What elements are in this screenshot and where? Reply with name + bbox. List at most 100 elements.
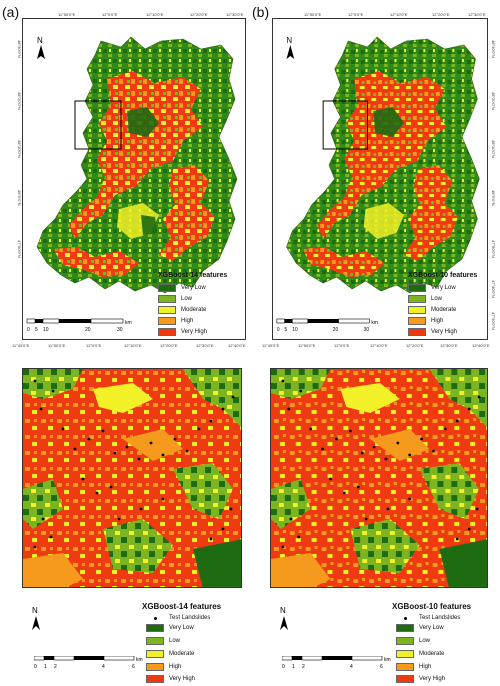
legend-bottom-very-high-b: Very High	[396, 675, 445, 683]
svg-text:N: N	[32, 606, 38, 615]
lon-bottom-a-6: 12°30'0"E	[196, 343, 214, 348]
svg-text:1: 1	[292, 664, 295, 670]
svg-text:30: 30	[364, 327, 370, 333]
zoom-extent-box-a	[74, 100, 122, 150]
lon-bottom-a-5: 12°20'0"E	[160, 343, 178, 348]
legend-high-b: High	[408, 317, 443, 325]
legend-title-bottom-b: XGBoost-10 features	[392, 602, 472, 611]
lat-a-2: 48°20'0"N	[17, 92, 22, 110]
legend-bottom-high-a: High	[146, 663, 181, 671]
lon-bottom-a-7: 12°40'0"E	[228, 343, 246, 348]
legend-title-b: XGBoost-10 features	[408, 272, 478, 279]
legend-very-low-a: Very Low	[158, 284, 206, 292]
north-arrow-a	[37, 45, 45, 59]
scale-bar-bottom-b: 0 1 2 4 6 km	[282, 656, 392, 672]
legend-low-b: Low	[408, 295, 442, 303]
svg-text:km: km	[125, 320, 132, 326]
scale-bar-a: 0 5 10 20 30 km	[26, 318, 132, 333]
lat-b-4: 48°0'0"N	[491, 190, 496, 206]
legend-very-high-b: Very High	[408, 328, 457, 336]
north-label-b: N	[287, 36, 293, 45]
legend-bottom-very-low-a: Very Low	[146, 624, 194, 632]
svg-text:5: 5	[285, 327, 288, 333]
lon-bottom-b-6: 12°30'0"E	[440, 343, 458, 348]
svg-text:1: 1	[44, 664, 47, 670]
legend-moderate-b: Moderate	[408, 306, 456, 314]
svg-text:N: N	[280, 606, 286, 615]
lon-bottom-b-1: 11°40'0"E	[262, 343, 280, 348]
lat-b-6: 47°40'0"N	[491, 280, 496, 298]
panel-letter-b: (b)	[252, 4, 270, 20]
lat-b-1: 48°30'0"N	[491, 40, 496, 58]
legend-title-a: XGBoost-14 features	[158, 272, 228, 279]
svg-text:5: 5	[35, 327, 38, 333]
legend-bottom-low-b: Low	[396, 637, 430, 645]
legend-very-low-b: Very Low	[408, 284, 456, 292]
legend-low-a: Low	[158, 295, 192, 303]
lon-top-a-5: 12°30'0"E	[226, 12, 244, 17]
panel-letter-a: (a)	[2, 4, 20, 20]
svg-text:km: km	[371, 320, 377, 326]
lon-bottom-b-3: 12°0'0"E	[334, 343, 350, 348]
lat-b-7: 47°30'0"N	[491, 312, 496, 330]
north-label-a: N	[37, 36, 43, 45]
svg-text:4: 4	[350, 664, 353, 670]
lon-bottom-a-3: 12°0'0"E	[86, 343, 102, 348]
lat-b-5: 47°50'0"N	[491, 240, 496, 258]
lon-bottom-b-7: 12°40'0"E	[472, 343, 490, 348]
legend-bottom-low-a: Low	[146, 637, 180, 645]
scale-bar-b: 0 5 10 20 30 km	[276, 318, 378, 333]
lat-b-3: 48°10'0"N	[491, 140, 496, 158]
svg-text:0: 0	[277, 327, 280, 333]
svg-text:30: 30	[117, 327, 123, 333]
svg-text:20: 20	[85, 327, 91, 333]
lon-bottom-a-4: 12°10'0"E	[124, 343, 142, 348]
lon-top-b-5: 12°30'0"E	[468, 12, 486, 17]
zoom-susceptibility-b	[271, 369, 487, 587]
legend-title-bottom-a: XGBoost-14 features	[142, 602, 222, 611]
lon-bottom-a-2: 11°50'0"E	[48, 343, 66, 348]
svg-text:km: km	[136, 657, 143, 663]
lon-top-b-2: 12°0'0"E	[348, 12, 364, 17]
lon-top-a-1: 11°50'0"E	[58, 12, 76, 17]
svg-text:20: 20	[333, 327, 339, 333]
svg-text:0: 0	[34, 664, 37, 670]
lon-bottom-b-2: 11°50'0"E	[298, 343, 316, 348]
legend-test-landslides-b: Test Landslides	[396, 614, 460, 622]
north-arrow-b	[286, 45, 295, 59]
susceptibility-map-b: N 0 5 10 20 30 km	[276, 36, 480, 333]
zoom-map-b	[270, 368, 488, 588]
legend-test-landslides-a: Test Landslides	[146, 614, 210, 622]
lat-a-1: 48°30'0"N	[17, 40, 22, 58]
test-landslide-points-a	[33, 379, 235, 549]
lon-top-b-4: 12°20'0"E	[432, 12, 450, 17]
zoom-extent-box-b	[322, 100, 368, 150]
svg-text:4: 4	[102, 664, 105, 670]
test-landslide-points-b	[281, 379, 481, 549]
lon-top-b-1: 11°50'0"E	[304, 12, 322, 17]
north-arrow-bottom-a: N	[30, 606, 42, 632]
svg-text:10: 10	[292, 327, 298, 333]
lat-a-4: 48°0'0"N	[17, 190, 22, 206]
legend-very-high-a: Very High	[158, 328, 207, 336]
svg-text:0: 0	[27, 327, 30, 333]
svg-text:2: 2	[54, 664, 57, 670]
legend-bottom-very-high-a: Very High	[146, 675, 195, 683]
svg-text:km: km	[384, 657, 391, 663]
lat-a-5: 47°50'0"N	[17, 240, 22, 258]
lon-top-a-3: 12°10'0"E	[146, 12, 164, 17]
susceptibility-map-a: N 0 5 10 20 30 km	[26, 36, 238, 333]
svg-text:6: 6	[132, 664, 135, 670]
lon-bottom-b-4: 12°10'0"E	[370, 343, 388, 348]
lon-top-a-4: 12°20'0"E	[190, 12, 208, 17]
legend-bottom-high-b: High	[396, 663, 431, 671]
legend-bottom-very-low-b: Very Low	[396, 624, 444, 632]
lon-bottom-b-5: 12°20'0"E	[406, 343, 424, 348]
scale-bar-bottom-a: 0 1 2 4 6 km	[34, 656, 144, 672]
lon-top-b-3: 12°10'0"E	[390, 12, 408, 17]
lon-top-a-2: 12°0'0"E	[102, 12, 118, 17]
overview-map-a: N 0 5 10 20 30 km	[22, 18, 246, 340]
legend-high-a: High	[158, 317, 193, 325]
svg-text:2: 2	[302, 664, 305, 670]
lat-a-3: 48°10'0"N	[17, 140, 22, 158]
